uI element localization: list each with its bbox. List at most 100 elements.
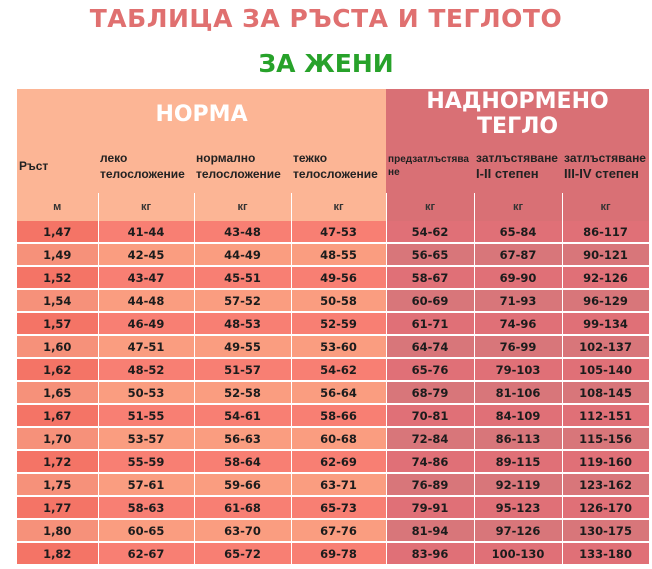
weight-range-cell: 86-113 <box>474 427 563 451</box>
weight-range-cell: 62-67 <box>98 542 195 566</box>
weight-range-cell: 123-162 <box>562 473 650 497</box>
weight-range-cell: 52-59 <box>291 312 387 336</box>
height-cell: 1,67 <box>17 404 99 428</box>
weight-range-cell: 51-55 <box>98 404 195 428</box>
col-heavy-unit: кг <box>291 193 387 221</box>
weight-range-cell: 102-137 <box>562 335 650 359</box>
weight-range-cell: 76-99 <box>474 335 563 359</box>
weight-range-cell: 65-76 <box>386 358 475 382</box>
weight-range-cell: 67-87 <box>474 243 563 267</box>
weight-range-cell: 81-106 <box>474 381 563 405</box>
weight-range-cell: 69-78 <box>291 542 387 566</box>
weight-range-cell: 72-84 <box>386 427 475 451</box>
weight-range-cell: 90-121 <box>562 243 650 267</box>
weight-range-cell: 48-53 <box>194 312 292 336</box>
height-cell: 1,47 <box>17 221 99 244</box>
height-cell: 1,57 <box>17 312 99 336</box>
weight-range-cell: 97-126 <box>474 519 563 543</box>
weight-range-cell: 56-63 <box>194 427 292 451</box>
height-cell: 1,75 <box>17 473 99 497</box>
section-norm: НОРМА <box>17 89 387 139</box>
weight-range-cell: 95-123 <box>474 496 563 520</box>
col-height-unit: м <box>17 193 99 221</box>
weight-range-cell: 58-67 <box>386 266 475 290</box>
weight-range-cell: 42-45 <box>98 243 195 267</box>
weight-range-cell: 108-145 <box>562 381 650 405</box>
weight-range-cell: 52-58 <box>194 381 292 405</box>
weight-range-cell: 50-53 <box>98 381 195 405</box>
weight-range-cell: 63-71 <box>291 473 387 497</box>
weight-range-cell: 71-93 <box>474 289 563 313</box>
height-cell: 1,82 <box>17 542 99 566</box>
col-pre-obesity-unit: кг <box>386 193 475 221</box>
table-row: 1,72 55-59 58-64 62-69 74-86 89-115 119-160 <box>17 450 650 474</box>
weight-range-cell: 60-69 <box>386 289 475 313</box>
height-cell: 1,77 <box>17 496 99 520</box>
weight-range-cell: 49-56 <box>291 266 387 290</box>
weight-range-cell: 58-66 <box>291 404 387 428</box>
weight-range-cell: 58-64 <box>194 450 292 474</box>
height-cell: 1,70 <box>17 427 99 451</box>
weight-range-cell: 62-69 <box>291 450 387 474</box>
weight-range-cell: 126-170 <box>562 496 650 520</box>
height-cell: 1,62 <box>17 358 99 382</box>
col-normal-unit: кг <box>194 193 292 221</box>
weight-range-cell: 60-65 <box>98 519 195 543</box>
weight-range-cell: 79-91 <box>386 496 475 520</box>
weight-range-cell: 61-68 <box>194 496 292 520</box>
weight-range-cell: 83-96 <box>386 542 475 566</box>
table-row: 1,82 62-67 65-72 69-78 83-96 100-130 133-180 <box>17 542 650 566</box>
weight-range-cell: 96-129 <box>562 289 650 313</box>
weight-range-cell: 44-49 <box>194 243 292 267</box>
weight-range-cell: 79-103 <box>474 358 563 382</box>
weight-range-cell: 89-115 <box>474 450 563 474</box>
height-cell: 1,52 <box>17 266 99 290</box>
weight-range-cell: 53-57 <box>98 427 195 451</box>
weight-range-cell: 67-76 <box>291 519 387 543</box>
weight-range-cell: 64-74 <box>386 335 475 359</box>
weight-range-cell: 48-52 <box>98 358 195 382</box>
table-body: 1,47 41-44 43-48 47-53 54-62 65-84 86-117 1,49 4… <box>17 221 650 566</box>
weight-range-cell: 65-73 <box>291 496 387 520</box>
weight-range-cell: 86-117 <box>562 221 650 244</box>
height-cell: 1,72 <box>17 450 99 474</box>
table-row: 1,75 57-61 59-66 63-71 76-89 92-119 123-162 <box>17 473 650 497</box>
weight-range-cell: 65-72 <box>194 542 292 566</box>
weight-range-cell: 76-89 <box>386 473 475 497</box>
height-cell: 1,60 <box>17 335 99 359</box>
table-row: 1,60 47-51 49-55 53-60 64-74 76-99 102-137 <box>17 335 650 359</box>
weight-range-cell: 56-64 <box>291 381 387 405</box>
table-row: 1,67 51-55 54-61 58-66 70-81 84-109 112-151 <box>17 404 650 428</box>
weight-range-cell: 51-57 <box>194 358 292 382</box>
weight-range-cell: 46-49 <box>98 312 195 336</box>
weight-range-cell: 92-126 <box>562 266 650 290</box>
table-row: 1,57 46-49 48-53 52-59 61-71 74-96 99-134 <box>17 312 650 336</box>
table-row: 1,80 60-65 63-70 67-76 81-94 97-126 130-175 <box>17 519 650 543</box>
weight-range-cell: 61-71 <box>386 312 475 336</box>
col-normal-label: нормално телосложение <box>194 139 291 193</box>
weight-range-cell: 119-160 <box>562 450 650 474</box>
weight-range-cell: 56-65 <box>386 243 475 267</box>
table-row: 1,54 44-48 57-52 50-58 60-69 71-93 96-129 <box>17 289 650 313</box>
weight-range-cell: 74-86 <box>386 450 475 474</box>
col-obesity34-unit: кг <box>562 193 650 221</box>
weight-range-cell: 69-90 <box>474 266 563 290</box>
weight-range-cell: 115-156 <box>562 427 650 451</box>
weight-range-cell: 49-55 <box>194 335 292 359</box>
weight-range-cell: 81-94 <box>386 519 475 543</box>
weight-range-cell: 54-61 <box>194 404 292 428</box>
weight-range-cell: 45-51 <box>194 266 292 290</box>
col-obesity12-label: затлъстяване I-II степен <box>474 139 563 193</box>
table-row: 1,52 43-47 45-51 49-56 58-67 69-90 92-126 <box>17 266 650 290</box>
weight-range-cell: 63-70 <box>194 519 292 543</box>
weight-range-cell: 55-59 <box>98 450 195 474</box>
weight-range-cell: 41-44 <box>98 221 195 244</box>
weight-range-cell: 57-52 <box>194 289 292 313</box>
weight-range-cell: 65-84 <box>474 221 563 244</box>
col-obesity34-label: затлъстяване III-IV степен <box>562 139 650 193</box>
weight-range-cell: 99-134 <box>562 312 650 336</box>
table-row: 1,49 42-45 44-49 48-55 56-65 67-87 90-121 <box>17 243 650 267</box>
col-heavy-label: тежко телосложение <box>291 139 387 193</box>
weight-range-cell: 133-180 <box>562 542 650 566</box>
weight-range-cell: 57-61 <box>98 473 195 497</box>
